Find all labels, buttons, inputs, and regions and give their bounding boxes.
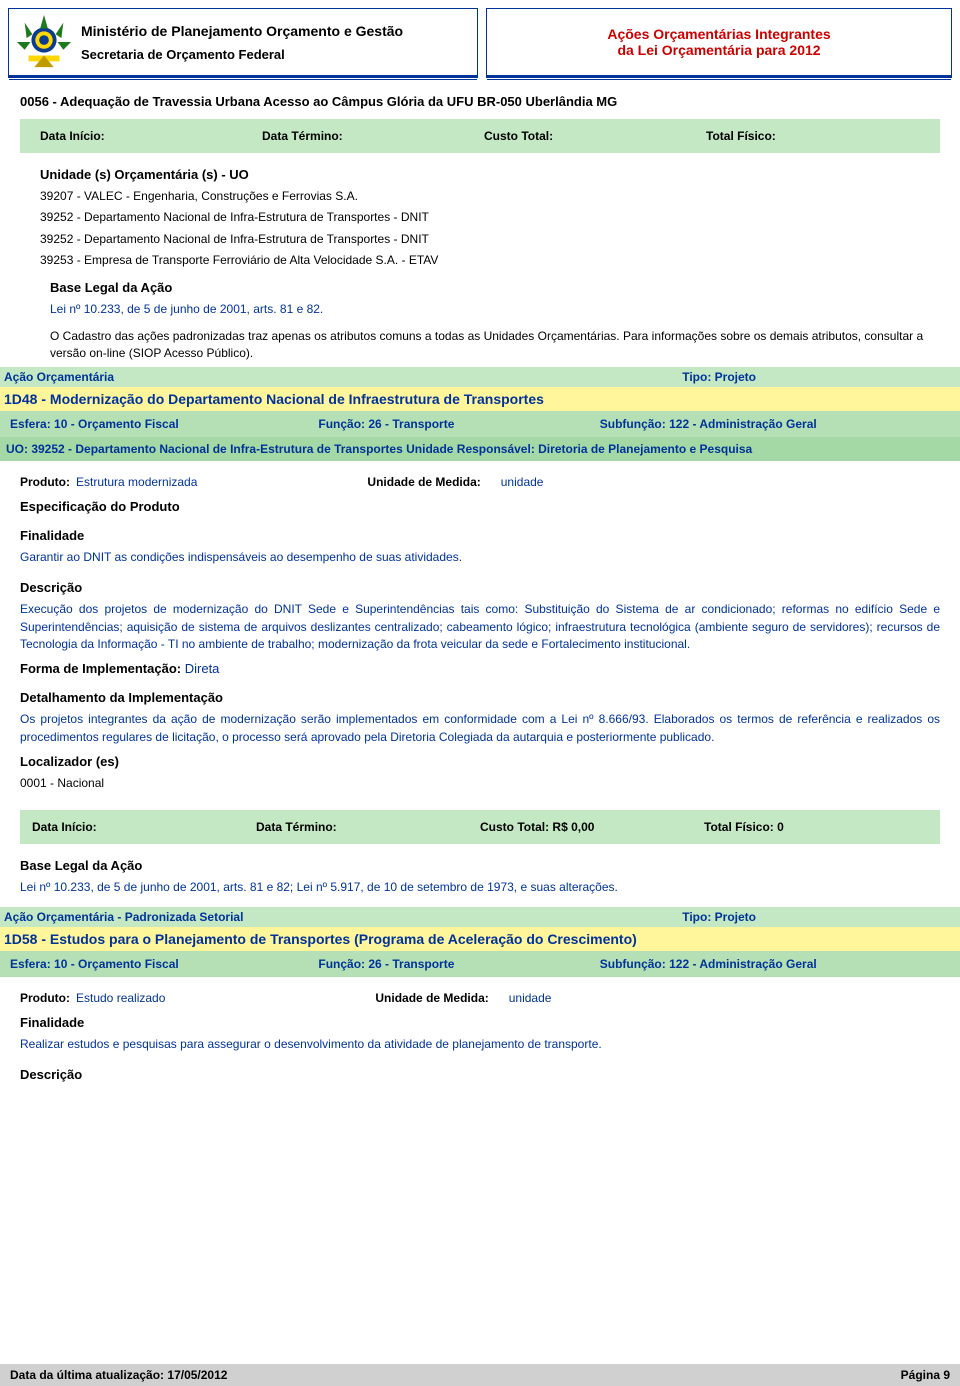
band-esfera-row2: Esfera: 10 - Orçamento Fiscal Função: 26… <box>0 951 960 977</box>
label-total-fisico: Total Físico: 0 <box>704 820 928 834</box>
uo-item: 39252 - Departamento Nacional de Infra-E… <box>20 231 940 248</box>
brazil-coat-of-arms-icon <box>15 13 73 71</box>
unidade-value: unidade <box>501 475 544 489</box>
band-esfera-row: Esfera: 10 - Orçamento Fiscal Função: 26… <box>0 411 960 437</box>
top-project-line: 0056 - Adequação de Travessia Urbana Ace… <box>20 94 940 109</box>
esfera: Esfera: 10 - Orçamento Fiscal <box>4 414 312 434</box>
action-tipo: Tipo: Projeto <box>682 370 756 384</box>
top-summary-box: Data Início: Data Término: Custo Total: … <box>20 119 940 153</box>
finalidade-title: Finalidade <box>20 528 940 543</box>
base-legal-title2: Base Legal da Ação <box>20 858 940 873</box>
uo-item: 39207 - VALEC - Engenharia, Construções … <box>20 188 940 205</box>
finalidade-text2: Realizar estudos e pesquisas para assegu… <box>20 1036 940 1053</box>
header-left-text: Ministério de Planejamento Orçamento e G… <box>81 23 403 62</box>
produto-value: Estrutura modernizada <box>76 475 197 489</box>
produto-value2: Estudo realizado <box>76 991 165 1005</box>
produto-label: Produto: <box>20 475 70 489</box>
descricao-title2: Descrição <box>20 1067 940 1082</box>
uo-item: 39252 - Departamento Nacional de Infra-E… <box>20 209 940 226</box>
action-label: Ação Orçamentária <box>4 370 114 384</box>
base-legal-text: Lei nº 10.233, de 5 de junho de 2001, ar… <box>20 301 940 318</box>
band-uo-line: UO: 39252 - Departamento Nacional de Inf… <box>0 437 960 461</box>
localizador-title: Localizador (es) <box>20 754 940 769</box>
produto-line2: Produto: Estudo realizado Unidade de Med… <box>20 991 940 1005</box>
uo-item: 39253 - Empresa de Transporte Ferroviári… <box>20 252 940 269</box>
label-data-inicio: Data Início: <box>32 820 256 834</box>
band-action-label: Ação Orçamentária Tipo: Projeto <box>0 367 960 387</box>
produto-line: Produto: Estrutura modernizada Unidade d… <box>20 475 940 489</box>
action1-body: Produto: Estrutura modernizada Unidade d… <box>0 475 960 897</box>
action1-summary-box: Data Início: Data Término: Custo Total: … <box>20 810 940 844</box>
header-right-line2: da Lei Orçamentária para 2012 <box>617 42 820 58</box>
action-tipo2: Tipo: Projeto <box>682 910 756 924</box>
footer-left: Data da última atualização: 17/05/2012 <box>10 1368 227 1382</box>
label-custo-total: Custo Total: <box>484 129 706 143</box>
label-data-inicio: Data Início: <box>40 129 262 143</box>
detalh-title: Detalhamento da Implementação <box>20 690 940 705</box>
esfera2: Esfera: 10 - Orçamento Fiscal <box>4 954 312 974</box>
page: Ministério de Planejamento Orçamento e G… <box>0 0 960 1386</box>
header-left-box: Ministério de Planejamento Orçamento e G… <box>8 8 478 78</box>
localizador-text: 0001 - Nacional <box>20 775 940 792</box>
base-legal-title: Base Legal da Ação <box>20 280 940 295</box>
funcao: Função: 26 - Transporte <box>312 414 593 434</box>
band-action-label2: Ação Orçamentária - Padronizada Setorial… <box>0 907 960 927</box>
label-custo-total: Custo Total: R$ 0,00 <box>480 820 704 834</box>
footer-bar: Data da última atualização: 17/05/2012 P… <box>0 1364 960 1386</box>
footer-left-label: Data da última atualização: <box>10 1368 164 1382</box>
forma-value: Direta <box>185 661 220 676</box>
base-legal-text2: Lei nº 10.233, de 5 de junho de 2001, ar… <box>20 879 940 896</box>
header-right-line1: Ações Orçamentárias Integrantes <box>607 26 830 42</box>
ministry-title: Ministério de Planejamento Orçamento e G… <box>81 23 403 39</box>
footer-left-value: 17/05/2012 <box>167 1368 227 1382</box>
label-data-termino: Data Término: <box>256 820 480 834</box>
descricao-text: Execução dos projetos de modernização do… <box>20 601 940 653</box>
action2-body: Produto: Estudo realizado Unidade de Med… <box>0 991 960 1082</box>
label-total-fisico: Total Físico: <box>706 129 928 143</box>
action-label2: Ação Orçamentária - Padronizada Setorial <box>4 910 243 924</box>
label-data-termino: Data Término: <box>262 129 484 143</box>
unidade-value2: unidade <box>509 991 552 1005</box>
produto-label2: Produto: <box>20 991 70 1005</box>
unidade-label2: Unidade de Medida: <box>375 991 488 1005</box>
header-right-box: Ações Orçamentárias Integrantes da Lei O… <box>486 8 952 78</box>
subfuncao2: Subfunção: 122 - Administração Geral <box>594 954 956 974</box>
finalidade-text: Garantir ao DNIT as condições indispensá… <box>20 549 940 566</box>
finalidade-title2: Finalidade <box>20 1015 940 1030</box>
band-action-title2: 1D58 - Estudos para o Planejamento de Tr… <box>0 927 960 951</box>
cadastro-note: O Cadastro das ações padronizadas traz a… <box>20 328 940 363</box>
espec-title: Especificação do Produto <box>20 499 940 514</box>
subfuncao: Subfunção: 122 - Administração Geral <box>594 414 956 434</box>
footer-right: Página 9 <box>901 1368 950 1382</box>
uo-title: Unidade (s) Orçamentária (s) - UO <box>20 167 940 182</box>
forma-label: Forma de Implementação: <box>20 661 181 676</box>
secretariat-title: Secretaria de Orçamento Federal <box>81 47 403 62</box>
forma-line: Forma de Implementação: Direta <box>20 661 940 676</box>
content-area: 0056 - Adequação de Travessia Urbana Ace… <box>0 80 960 363</box>
funcao2: Função: 26 - Transporte <box>312 954 593 974</box>
band-action-title: 1D48 - Modernização do Departamento Naci… <box>0 387 960 411</box>
unidade-label: Unidade de Medida: <box>367 475 480 489</box>
descricao-title: Descrição <box>20 580 940 595</box>
page-header: Ministério de Planejamento Orçamento e G… <box>0 0 960 80</box>
detalh-text: Os projetos integrantes da ação de moder… <box>20 711 940 746</box>
